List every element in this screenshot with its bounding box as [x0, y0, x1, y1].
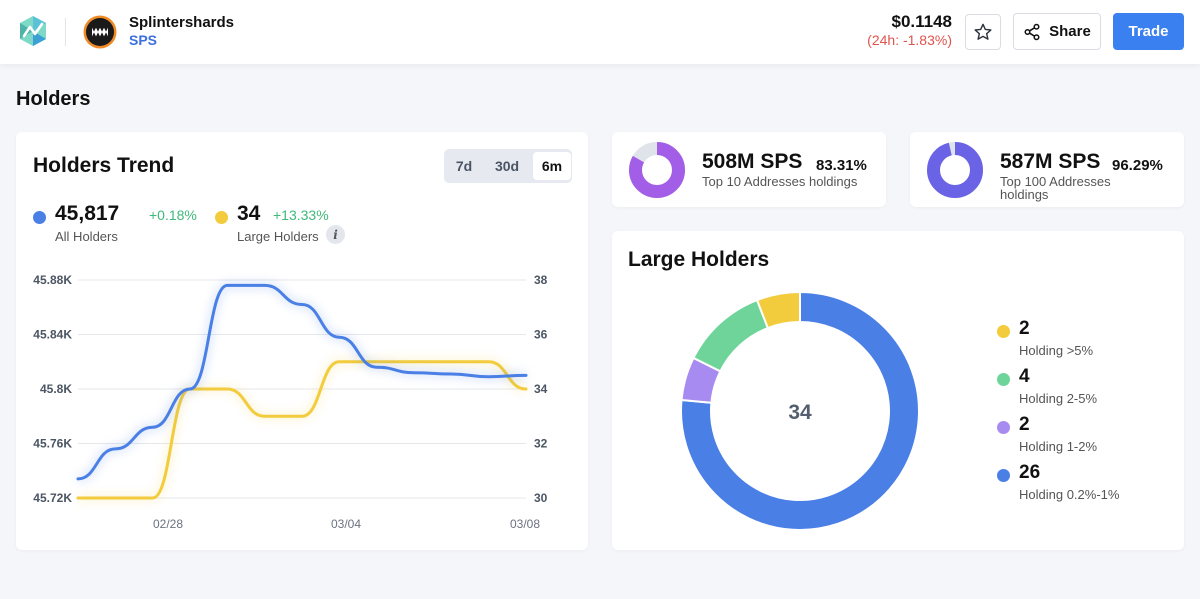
token-symbol: SPS [129, 32, 158, 48]
large-holders-title: Large Holders [628, 248, 770, 271]
holders-trend-title: Holders Trend [33, 154, 175, 177]
period-7d-button[interactable]: 7d [455, 158, 473, 174]
large-holders-value: 34 [237, 202, 261, 225]
top10-holdings-card: 508M SPS 83.31% Top 10 Addresses holding… [612, 132, 886, 207]
all-holders-stat: 45,817 +0.18% All Holders [33, 202, 213, 247]
watchlist-star-button[interactable] [965, 14, 1001, 50]
y-right-tick-label: 32 [534, 437, 548, 451]
legend-item-0-2-1: 26 Holding 0.2%-1% [997, 462, 1157, 503]
large-holders-line [76, 360, 528, 500]
legend-item-2-5: 4 Holding 2-5% [997, 366, 1157, 407]
y-right-tick-label: 34 [534, 382, 548, 396]
holders-trend-card: Holders Trend 7d 30d 6m 45,817 +0.18% Al… [16, 132, 588, 550]
top100-holdings-card: 587M SPS 96.29% Top 100 Addresses holdin… [910, 132, 1184, 207]
all-holders-line [76, 283, 528, 481]
legend-label: Holding 1-2% [1019, 439, 1098, 454]
y-left-tick-label: 45.76K [33, 437, 72, 451]
large-holders-label: Large Holders [237, 229, 319, 244]
legend-dot [997, 373, 1010, 386]
legend-label: Holding 0.2%-1% [1019, 487, 1120, 502]
large-holders-change: +13.33% [273, 207, 329, 223]
share-icon [1024, 23, 1040, 40]
donut-segment[interactable] [755, 290, 801, 330]
all-holders-line-glow [77, 282, 527, 482]
y-left-tick-label: 45.8K [40, 382, 72, 396]
top10-holdings-label: Top 10 Addresses holdings [702, 174, 858, 189]
legend-label: Holding 2-5% [1019, 391, 1098, 406]
trade-button[interactable]: Trade [1113, 13, 1184, 50]
top100-holdings-label: Top 100 Addresses holdings [1000, 174, 1111, 202]
large-holders-donut-chart: 34 [680, 290, 920, 531]
top10-holdings-value: 508M SPS [702, 150, 803, 173]
large-holders-legend-dot [215, 211, 228, 224]
legend-dot [997, 469, 1010, 482]
large-holders-card: Large Holders 34 2 Holding >5% 4 Holding… [612, 231, 1184, 550]
legend-item-1-2: 2 Holding 1-2% [997, 414, 1157, 455]
page-title: Holders [16, 88, 91, 110]
legend-item-over-5: 2 Holding >5% [997, 318, 1157, 359]
y-right-tick-label: 30 [534, 491, 548, 505]
y-left-tick-label: 45.88K [33, 273, 72, 287]
period-30d-button[interactable]: 30d [494, 158, 520, 174]
legend-dot [997, 421, 1010, 434]
legend-dot [997, 325, 1010, 338]
token-name: Splintershards [129, 14, 235, 31]
share-button[interactable]: Share [1013, 13, 1101, 50]
period-selector: 7d 30d 6m [444, 149, 572, 183]
price-change-24h: (24h: -1.83%) [867, 32, 952, 48]
top-bar: Splintershards SPS $0.1148 (24h: -1.83%)… [0, 0, 1200, 64]
all-holders-value: 45,817 [55, 202, 120, 225]
donut-segment[interactable] [692, 298, 770, 373]
top10-donut-chart [629, 142, 685, 198]
legend-count: 4 [1019, 366, 1030, 387]
donut-segment[interactable] [680, 290, 920, 531]
y-left-tick-label: 45.72K [33, 491, 72, 505]
all-holders-change: +0.18% [149, 207, 197, 223]
top100-holdings-pct: 96.29% [1112, 157, 1163, 174]
large-holders-total: 34 [788, 401, 812, 424]
legend-count: 2 [1019, 414, 1030, 435]
large-holders-stat: 34 +13.33% Large Holders [215, 202, 395, 247]
top100-donut-chart [927, 142, 983, 198]
token-avatar [83, 15, 117, 49]
header-divider [65, 18, 66, 46]
all-holders-legend-dot [33, 211, 46, 224]
legend-count: 2 [1019, 318, 1030, 339]
x-tick-label: 03/04 [331, 517, 361, 531]
period-6m-button[interactable]: 6m [533, 152, 571, 180]
top100-donut-arc [927, 142, 983, 198]
star-icon [974, 23, 992, 40]
info-icon[interactable]: i [326, 225, 345, 244]
x-tick-label: 03/08 [510, 517, 540, 531]
top10-donut-arc [629, 142, 685, 198]
y-left-tick-label: 45.84K [33, 328, 72, 342]
legend-label: Holding >5% [1019, 343, 1094, 358]
x-tick-label: 02/28 [153, 517, 183, 531]
legend-count: 26 [1019, 462, 1041, 483]
token-price: $0.1148 [891, 12, 952, 31]
top10-holdings-pct: 83.31% [816, 157, 867, 174]
holders-trend-chart: 45.72K 30 45.76K 32 45.8K 34 45.84K 36 45.88K 38 0… [33, 273, 548, 531]
share-label: Share [1049, 23, 1091, 40]
y-right-tick-label: 36 [534, 328, 548, 342]
all-holders-label: All Holders [55, 229, 118, 244]
y-right-tick-label: 38 [534, 273, 548, 287]
logo-icon[interactable] [16, 14, 50, 48]
top100-holdings-value: 587M SPS [1000, 150, 1101, 173]
